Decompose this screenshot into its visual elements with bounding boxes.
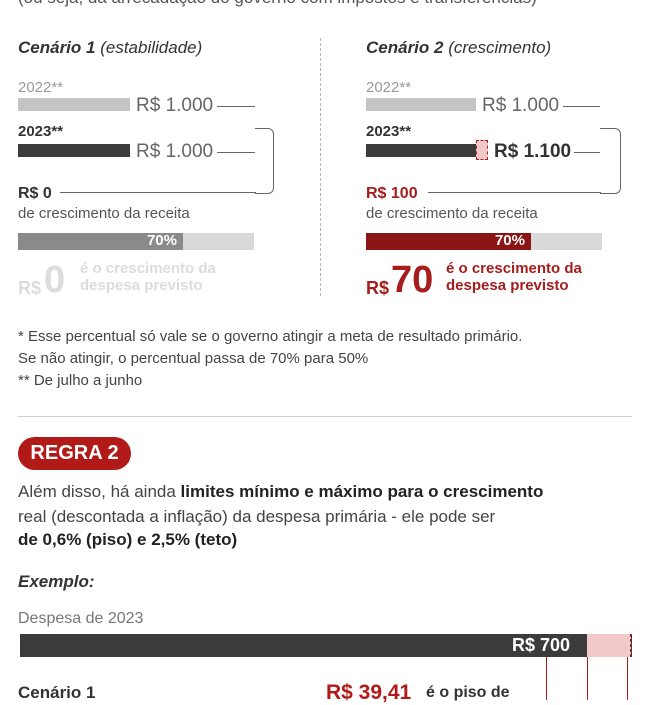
scenario-2-percent-fill: 70% [366, 232, 531, 250]
scenario-2-result-value: 70 [391, 259, 434, 301]
scenario-2-result-prefix: R$ [366, 278, 390, 298]
scenario-2-percent-label: 70% [494, 232, 525, 249]
scenario-2-title: Cenário 2 (crescimento) [366, 38, 551, 58]
exemplo-label: Exemplo: [18, 572, 95, 591]
teto-connector [627, 657, 628, 700]
scenario-2-year-a: 2022** [366, 79, 412, 96]
scenario-1-connector-b [217, 152, 255, 153]
scenario-1-result-text: é o crescimento da despesa previsto [80, 260, 216, 294]
intro-text: (ou seja, da arrecadação do governo com … [18, 0, 537, 8]
despesa-value: R$ 700 [511, 635, 570, 655]
scenario-2-growth-marker [476, 140, 488, 160]
scenario-divider [320, 38, 321, 296]
scenario-2-result-text: é o crescimento da despesa previsto [446, 260, 582, 294]
scenario-1-percent-fill: 70% [18, 232, 183, 250]
scenario-1-amount-a: R$ 1.000 [136, 95, 214, 116]
scenario-1-growth-value: R$ 0 [18, 185, 52, 202]
scenario-2-connector-b [574, 152, 600, 153]
piso-value: R$ 39,41 [326, 681, 412, 704]
piso-connector [587, 657, 588, 700]
scenario-2-amount-a: R$ 1.000 [482, 95, 560, 116]
scenario-2-desc: (crescimento) [448, 38, 552, 57]
scenario-2-bar-2022 [366, 98, 476, 111]
note-line-3: ** De julho a junho [18, 372, 143, 389]
despesa-label: Despesa de 2023 [18, 610, 144, 627]
scenario-1-result-value: 0 [44, 259, 66, 301]
scenario-2-amount-b: R$ 1.100 [494, 141, 572, 162]
scenario-1-amount-b: R$ 1.000 [136, 141, 214, 162]
regra-2-paragraph-line-2: real (descontada a inflação) da despesa … [18, 507, 496, 526]
scenario-1-title: Cenário 1 (estabilidade) [18, 38, 202, 58]
scenario-1-year-b: 2023** [18, 123, 64, 140]
scenario-1-bracket [255, 128, 274, 194]
despesa-piso-segment [587, 634, 621, 657]
scenario-1-bar-2023 [18, 144, 130, 157]
despesa-teto-segment [620, 634, 631, 657]
regra-2-badge: REGRA 2 [18, 437, 131, 470]
regra-2-text-c: de 0,6% (piso) e 2,5% (teto) [18, 530, 238, 549]
piso-text: é o piso de [426, 684, 510, 701]
scenario-1-result-prefix: R$ [18, 278, 42, 298]
scenario-1-name: Cenário 1 [18, 38, 96, 57]
regra-2-paragraph-line-1: Além disso, há ainda limites mínimo e má… [18, 482, 543, 502]
scenario-2-bracket [600, 128, 621, 194]
note-line-2: Se não atingir, o percentual passa de 70… [18, 350, 369, 367]
scenario-1-connector-a [217, 106, 255, 107]
scenario-1-connector-result [60, 192, 256, 193]
scenario-1-percent-label: 70% [146, 232, 177, 249]
regra-2-paragraph-line-3: de 0,6% (piso) e 2,5% (teto) [18, 530, 237, 550]
scenario-2-connector-a [563, 106, 600, 107]
scenario-2-growth-text: de crescimento da receita [366, 205, 538, 222]
scenario-1-year-a: 2022** [18, 79, 64, 96]
regra-2-text-a: Além disso, há ainda [18, 482, 181, 501]
scenario-2-percent-bar: 70% [366, 232, 602, 250]
exemplo-cenario-label: Cenário 1 [18, 683, 96, 702]
scenario-1-desc: (estabilidade) [100, 38, 203, 57]
despesa-bar: R$ 700 [20, 634, 632, 657]
scenario-2-name: Cenário 2 [366, 38, 444, 57]
piso-connector-left [546, 657, 547, 700]
scenario-1-growth-text: de crescimento da receita [18, 205, 190, 222]
scenario-2-year-b: 2023** [366, 123, 412, 140]
scenario-2-growth-value: R$ 100 [366, 185, 418, 202]
scenario-1-bar-2022 [18, 98, 130, 111]
note-line-1: * Esse percentual só vale se o governo a… [18, 328, 523, 345]
regra-2-text-b: limites mínimo e máximo para o crescimen… [180, 482, 544, 501]
scenario-2-connector-result [428, 192, 601, 193]
scenario-2-bar-2023 [366, 144, 476, 157]
section-separator [18, 416, 632, 417]
scenario-1-percent-bar: 70% [18, 232, 254, 250]
